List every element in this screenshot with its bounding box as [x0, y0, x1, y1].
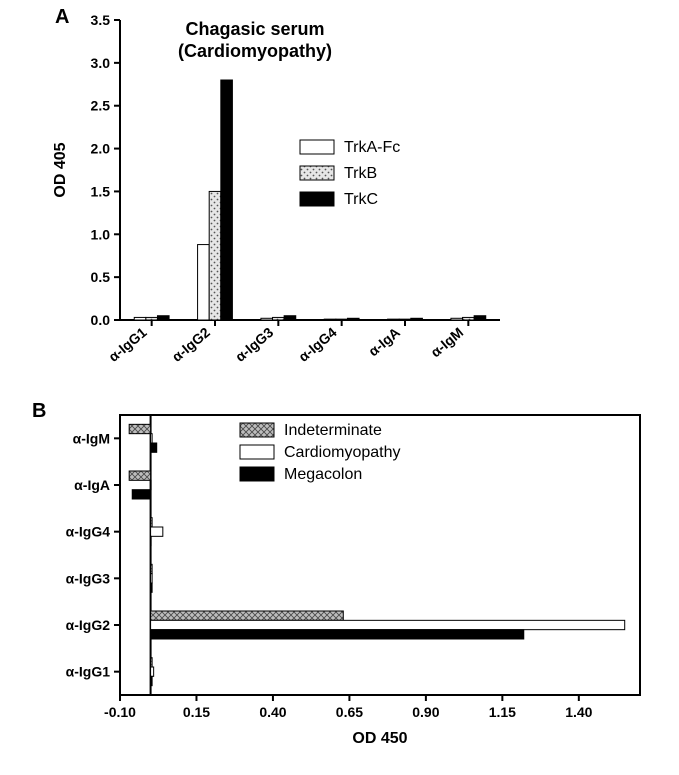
svg-text:0.90: 0.90: [412, 704, 439, 720]
svg-text:Chagasic serum: Chagasic serum: [185, 19, 324, 39]
svg-text:α-IgA: α-IgA: [74, 477, 110, 493]
bar: [134, 317, 146, 320]
bar: [129, 471, 150, 480]
svg-text:α-IgG3: α-IgG3: [232, 324, 276, 365]
svg-text:α-IgG4: α-IgG4: [66, 524, 111, 540]
bar: [474, 316, 486, 320]
svg-text:α-IgM: α-IgM: [73, 430, 110, 446]
bar: [451, 318, 463, 320]
legend-label: Indeterminate: [284, 422, 382, 439]
bar: [151, 676, 153, 685]
bar: [151, 434, 153, 443]
bar: [151, 583, 153, 592]
bar: [198, 245, 210, 320]
svg-text:α-IgM: α-IgM: [427, 324, 466, 360]
bar: [151, 564, 153, 573]
svg-text:0.40: 0.40: [259, 704, 286, 720]
svg-text:α-IgG2: α-IgG2: [169, 324, 213, 365]
legend-label: Megacolon: [284, 466, 362, 483]
svg-text:OD 450: OD 450: [352, 730, 407, 747]
svg-text:α-IgG1: α-IgG1: [66, 664, 111, 680]
legend-swatch: [240, 467, 274, 481]
bar: [463, 317, 475, 320]
bar: [151, 443, 157, 452]
svg-text:0.5: 0.5: [91, 269, 111, 285]
svg-text:(Cardiomyopathy): (Cardiomyopathy): [178, 41, 332, 61]
panel-a-label: A: [55, 6, 69, 29]
svg-text:3.0: 3.0: [91, 55, 111, 71]
panel-a-chart: 0.0 0.5 1.0 1.5 2.0 2.5 3.0 3.5 OD 405 α-IgG1 α-Ig…: [0, 0, 679, 390]
svg-text:0.65: 0.65: [336, 704, 363, 720]
svg-text:1.15: 1.15: [489, 704, 516, 720]
bar: [151, 527, 163, 536]
bar: [273, 317, 285, 320]
bar: [146, 317, 158, 320]
svg-text:OD 405: OD 405: [52, 142, 69, 197]
legend-swatch: [240, 423, 274, 437]
svg-text:1.40: 1.40: [565, 704, 592, 720]
svg-text:1.0: 1.0: [91, 226, 111, 242]
bar: [151, 620, 625, 629]
svg-text:α-IgG3: α-IgG3: [66, 570, 111, 586]
bar: [151, 480, 152, 489]
legend-label: Cardiomyopathy: [284, 444, 401, 461]
bar: [411, 318, 423, 320]
legend-swatch: [300, 192, 334, 206]
bar: [388, 319, 400, 320]
panel-b-chart: -0.10 0.15 0.40 0.65 0.90 1.15 1.40 OD 450 α-IgM…: [0, 390, 679, 775]
svg-text:1.5: 1.5: [91, 183, 111, 199]
svg-text:0.15: 0.15: [183, 704, 210, 720]
svg-text:-0.10: -0.10: [104, 704, 136, 720]
svg-text:2.0: 2.0: [91, 141, 111, 157]
bar: [151, 518, 153, 527]
bar: [157, 316, 169, 320]
svg-text:0.0: 0.0: [91, 312, 111, 328]
bar: [209, 191, 221, 320]
bar: [151, 611, 344, 620]
bar: [151, 574, 153, 583]
bar: [284, 316, 296, 320]
figure-container: A 0.0 0.5 1.0 1.5 2.0 2.5 3.0 3.5 OD 405 α-IgG1 α-…: [0, 0, 679, 775]
svg-text:α-IgG1: α-IgG1: [105, 324, 149, 365]
bar: [324, 319, 336, 320]
bar: [261, 318, 273, 320]
svg-text:α-IgG4: α-IgG4: [295, 324, 339, 365]
legend-label: TrkC: [344, 191, 378, 208]
legend-swatch: [300, 166, 334, 180]
bar: [151, 667, 154, 676]
legend-label: TrkA-Fc: [344, 139, 400, 156]
svg-text:2.5: 2.5: [91, 98, 111, 114]
bar: [221, 80, 233, 320]
bar: [151, 630, 524, 639]
svg-text:α-IgG2: α-IgG2: [66, 617, 111, 633]
bar: [151, 536, 152, 545]
svg-text:3.5: 3.5: [91, 12, 111, 28]
bar: [336, 319, 348, 320]
bar: [347, 318, 359, 320]
legend-swatch: [240, 445, 274, 459]
bar: [132, 490, 150, 499]
legend-swatch: [300, 140, 334, 154]
bar: [129, 424, 150, 433]
svg-text:α-IgA: α-IgA: [365, 324, 403, 359]
bar: [151, 658, 153, 667]
bar: [399, 319, 411, 320]
legend-label: TrkB: [344, 165, 377, 182]
